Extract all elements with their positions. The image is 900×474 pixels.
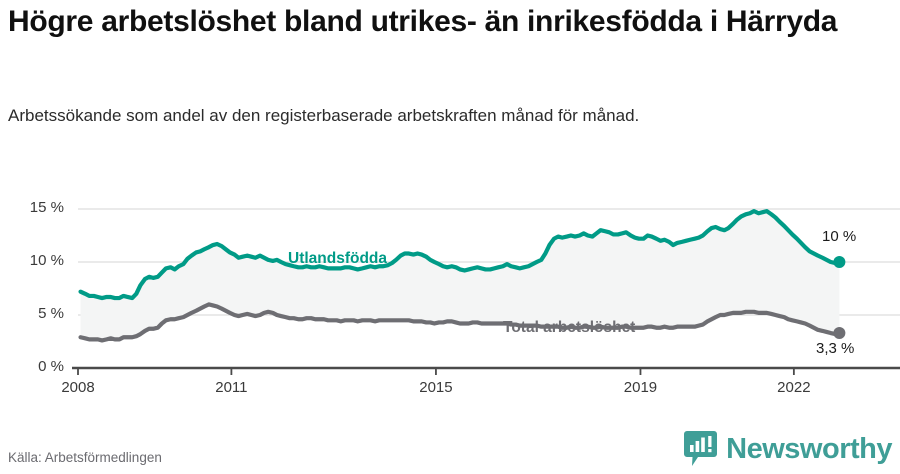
line-chart-svg [72, 208, 900, 375]
series-label-total-arbetsloshet: Total arbetslöshet [503, 319, 636, 336]
chart-area [0, 190, 900, 390]
y-axis-tick-label: 10 % [29, 252, 64, 269]
series-line-utlandsfodda [78, 209, 842, 301]
series-line-total-arbetsloshet [78, 302, 842, 343]
series-end-marker-total-arbetsloshet [833, 327, 846, 340]
x-axis-tick-label: 2019 [623, 379, 658, 396]
source-note: Källa: Arbetsförmedlingen [8, 450, 162, 465]
page-subtitle: Arbetssökande som andel av den registerb… [8, 106, 640, 125]
brand-name: Newsworthy [726, 432, 892, 465]
x-axis-tick-label: 2015 [419, 379, 453, 396]
end-value-total-arbetsloshet: 3,3 % [816, 340, 855, 357]
series-end-marker-utlandsfodda [833, 256, 846, 268]
y-axis-tick-label: 15 % [29, 199, 64, 216]
y-axis-tick-label: 0 % [38, 358, 64, 375]
x-axis-tick-label: 2008 [61, 379, 95, 396]
page-title: Högre arbetslöshet bland utrikes- än inr… [8, 5, 838, 38]
x-axis-tick-label: 2011 [215, 379, 248, 396]
y-axis-tick-label: 5 % [38, 305, 64, 322]
series-gap-band [80, 211, 840, 341]
x-axis-tick-label: 2022 [777, 379, 811, 396]
end-value-utlandsfodda: 10 % [822, 228, 857, 245]
bar-chart-bubble-icon [684, 431, 718, 467]
series-label-utlandsfodda: Utlandsfödda [288, 250, 388, 267]
brand-logo: Newsworthy [684, 431, 892, 467]
